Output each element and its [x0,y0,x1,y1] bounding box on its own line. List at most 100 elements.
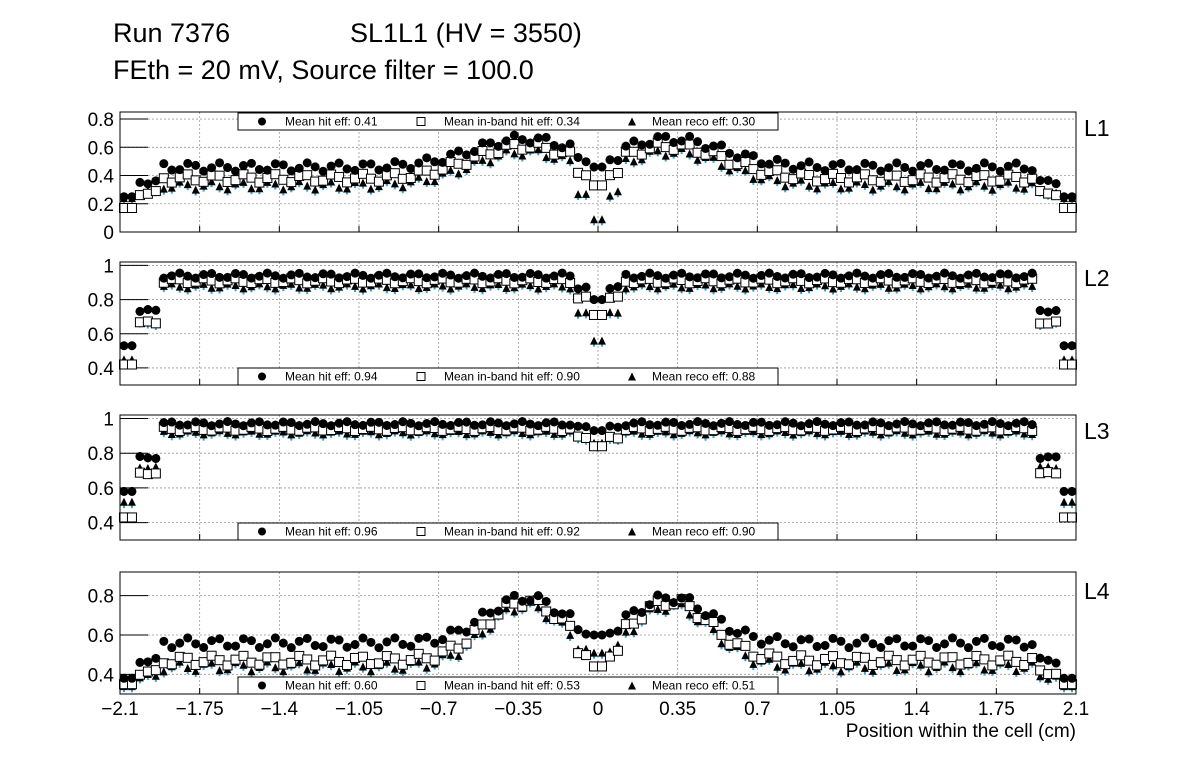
reco-point [629,627,638,636]
hit-point [541,132,551,142]
reco-point [621,284,630,293]
hit-point [844,165,854,175]
hit-point [350,268,360,278]
legend-hit-label: Mean hit eff: 0.60 [285,679,378,693]
hit-point [334,635,344,645]
inband-point [716,151,727,162]
panel-l3: 0.4 0.6 0.8 1 Mean hit eff: 0.96 Mean in-band… [88,409,1110,541]
reco-point [406,280,415,289]
hit-point [748,417,758,427]
hit-point [549,608,559,618]
hit-point [932,271,942,281]
reco-point [797,175,806,184]
panels: 0 0.2 0.4 0.6 0.8 Mean hit eff: 0.41 Mean in-b… [88,110,1110,695]
reco-point [932,184,941,193]
reco-point [621,154,630,163]
reco-point [231,280,240,289]
hit-point [653,420,663,430]
reco-point [478,155,487,164]
hit-point [398,273,408,283]
hit-point [1019,164,1029,174]
reco-point [494,280,503,289]
hit-point [151,176,161,186]
hit-point [294,421,304,431]
reco-point [749,174,758,183]
hit-point [270,633,280,643]
hit-point [924,636,934,646]
reco-point [605,308,614,317]
hit-point [605,284,615,294]
inband-point [565,146,576,157]
hit-point [852,165,862,175]
reco-point [653,146,662,155]
reco-point [781,665,790,674]
reco-point [502,604,511,613]
inband-point [875,657,886,668]
reco-point [366,667,375,676]
reco-point [717,161,726,170]
reco-point [119,497,128,506]
legend-hit-marker [258,372,266,381]
hit-point [366,417,376,427]
reco-point [789,280,798,289]
hit-point [215,634,225,644]
reco-point [167,183,176,192]
hit-point [175,420,185,430]
hit-point [485,138,495,148]
hit-point [740,420,750,430]
hit-point [828,421,838,431]
hit-point [971,268,981,278]
hit-point [231,166,241,176]
reco-point [661,151,670,160]
reco-point [813,184,822,193]
hit-point [1019,272,1029,282]
reco-point [916,177,925,186]
reco-point [295,177,304,186]
reco-point [319,280,328,289]
inband-point [963,177,974,188]
reco-point [948,663,957,672]
inband-point [166,177,177,188]
hit-point [844,417,854,427]
reco-point [382,657,391,666]
hit-point [772,420,782,430]
hit-point [1035,175,1045,185]
hit-point [788,642,798,652]
y-tick-label: 0 [103,223,114,244]
hit-point [350,640,360,650]
inband-point [828,651,839,662]
hit-point [1043,452,1053,462]
hit-point [581,282,591,292]
hit-point [1003,421,1013,431]
reco-point [621,627,630,636]
hit-point [748,273,758,283]
hit-point [677,421,687,431]
inband-point [596,661,607,672]
reco-point [175,282,184,291]
hit-point [302,158,312,168]
hit-point [151,653,161,663]
reco-point [295,283,304,292]
hit-point [422,153,432,163]
hit-point [764,268,774,278]
reco-point [669,279,678,288]
reco-point [358,178,367,187]
y-tick-label: 0.4 [88,167,115,188]
hit-point [262,639,272,649]
hit-point [908,641,918,651]
hit-point [438,268,448,278]
reco-point [398,665,407,674]
hit-point [446,270,456,280]
hit-point [485,273,495,283]
hit-point [637,607,647,617]
hit-point [414,158,424,168]
reco-point [725,429,734,438]
hit-point [669,138,679,148]
hit-point [565,271,575,281]
hit-point [621,269,631,279]
reco-point [1020,429,1029,438]
reco-point [645,282,654,291]
settings-label: FEth = 20 mV, Source filter = 100.0 [113,55,534,85]
hit-point [422,273,432,283]
